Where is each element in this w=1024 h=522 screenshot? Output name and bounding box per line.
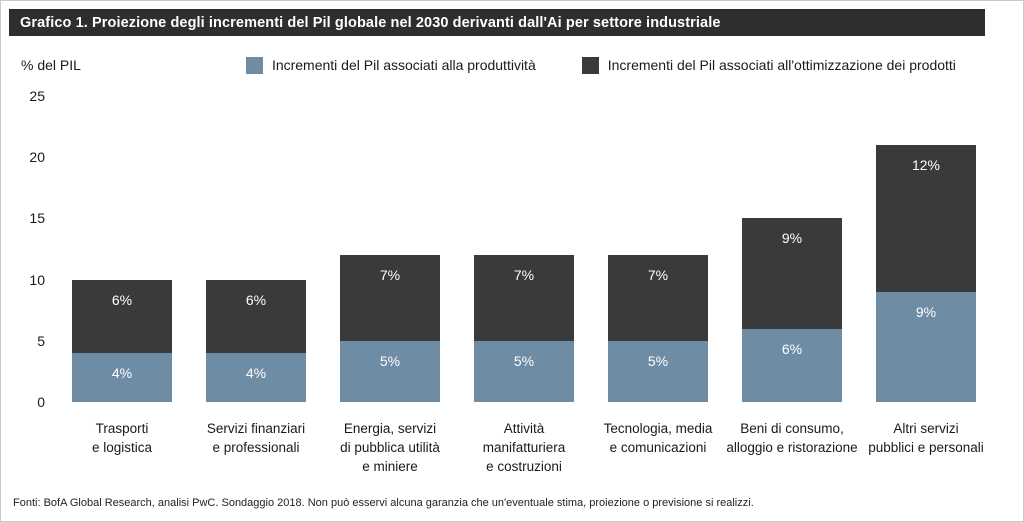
- stacked-bar: 6% 4%: [72, 279, 172, 402]
- y-axis: 0 5 10 15 20 25: [15, 88, 55, 410]
- plot-column: 6% 4% 6% 4% 7% 5% 7% 5% 7% 5% 9% 6% 12% 9% Trasporti …: [55, 96, 993, 476]
- bar-value-label: 6%: [781, 340, 803, 357]
- bar-value-label: 7%: [513, 267, 535, 284]
- stacked-bar: 9% 6%: [742, 218, 842, 402]
- y-axis-tick-label: 20: [29, 149, 45, 166]
- bar-value-label: 5%: [647, 352, 669, 369]
- category-label: Tecnologia, media e comunicazioni: [603, 421, 713, 455]
- bar-value-label: 9%: [781, 230, 803, 247]
- y-axis-tick-label: 25: [29, 88, 45, 104]
- bar-segment-product-optimization: 7%: [608, 255, 708, 341]
- bar-value-label: 6%: [245, 291, 267, 308]
- bar-segment-product-optimization: 12%: [876, 144, 976, 292]
- legend-item-productivity: Incrementi del Pil associati alla produt…: [245, 56, 536, 74]
- legend-row: % del PIL Incrementi del Pil associati a…: [1, 54, 1023, 76]
- stacked-bar: 12% 9%: [876, 144, 976, 402]
- bar-group: 12% 9%: [859, 96, 993, 402]
- legend-item-product-optimization: Incrementi del Pil associati all'ottimiz…: [581, 56, 956, 74]
- bar-segment-productivity: 5%: [340, 340, 440, 402]
- bar-value-label: 4%: [111, 365, 133, 382]
- bar-value-label: 7%: [647, 267, 669, 284]
- bar-value-label: 7%: [379, 267, 401, 284]
- y-axis-tick-label: 15: [29, 210, 45, 227]
- legend: Incrementi del Pil associati alla produt…: [245, 56, 956, 74]
- plot-area: 6% 4% 6% 4% 7% 5% 7% 5% 7% 5% 9% 6% 12% 9%: [55, 96, 993, 402]
- bar-segment-productivity: 5%: [474, 340, 574, 402]
- bar-segment-productivity: 4%: [72, 353, 172, 402]
- stacked-bar: 7% 5%: [474, 255, 574, 402]
- category-label: Altri servizi pubblici e personali: [868, 421, 984, 455]
- bar-segment-productivity: 5%: [608, 340, 708, 402]
- bar-segment-productivity: 9%: [876, 291, 976, 402]
- category-label: Servizi finanziari e professionali: [206, 421, 306, 455]
- bar-group: 6% 4%: [189, 96, 323, 402]
- category-label: Trasporti e logistica: [91, 421, 153, 455]
- stacked-bar: 7% 5%: [608, 255, 708, 402]
- bar-group: 7% 5%: [323, 96, 457, 402]
- chart-title: Grafico 1. Proiezione degli incrementi d…: [20, 14, 721, 31]
- bar-segment-product-optimization: 6%: [72, 279, 172, 354]
- bar-value-label: 6%: [111, 291, 133, 308]
- y-axis-tick-label: 5: [37, 332, 45, 349]
- bar-group: 7% 5%: [457, 96, 591, 402]
- bar-segment-product-optimization: 9%: [742, 218, 842, 329]
- bar-segment-productivity: 4%: [206, 353, 306, 402]
- chart-area: 0 5 10 15 20 25 6% 4% 6% 4% 7% 5% 7% 5% 7% 5% 9% 6% 12% 9%…: [1, 88, 1023, 476]
- bar-value-label: 5%: [513, 352, 535, 369]
- bar-group: 6% 4%: [55, 96, 189, 402]
- stacked-bar: 7% 5%: [340, 255, 440, 402]
- bar-segment-product-optimization: 7%: [474, 255, 574, 341]
- y-axis-tick-label: 10: [29, 271, 45, 288]
- bar-group: 9% 6%: [725, 96, 859, 402]
- y-axis-tick-label: 0: [37, 394, 45, 410]
- stacked-bar: 6% 4%: [206, 279, 306, 402]
- bar-value-label: 9%: [915, 303, 937, 320]
- legend-label-product-optimization: Incrementi del Pil associati all'ottimiz…: [607, 57, 956, 73]
- bar-value-label: 4%: [245, 365, 267, 382]
- bar-segment-product-optimization: 6%: [206, 279, 306, 354]
- bar-segment-productivity: 6%: [742, 328, 842, 402]
- legend-swatch-product-optimization-icon: [581, 56, 599, 74]
- category-label: Beni di consumo, alloggio e ristorazione: [726, 421, 858, 455]
- bar-segment-product-optimization: 7%: [340, 255, 440, 341]
- bar-value-label: 5%: [379, 352, 401, 369]
- y-axis-title: % del PIL: [21, 57, 81, 73]
- category-labels: Trasporti e logistica Servizi finanziari …: [55, 419, 993, 476]
- legend-label-productivity: Incrementi del Pil associati alla produt…: [271, 57, 536, 73]
- source-note: Fonti: BofA Global Research, analisi PwC…: [13, 497, 754, 509]
- category-label: Energia, servizi di pubblica utilità e m…: [340, 421, 440, 474]
- bar-value-label: 12%: [911, 156, 941, 173]
- legend-swatch-productivity-icon: [245, 56, 263, 74]
- category-label: Attività manifatturiera e costruzioni: [482, 421, 566, 474]
- bar-group: 7% 5%: [591, 96, 725, 402]
- chart-title-bar: Grafico 1. Proiezione degli incrementi d…: [9, 9, 985, 36]
